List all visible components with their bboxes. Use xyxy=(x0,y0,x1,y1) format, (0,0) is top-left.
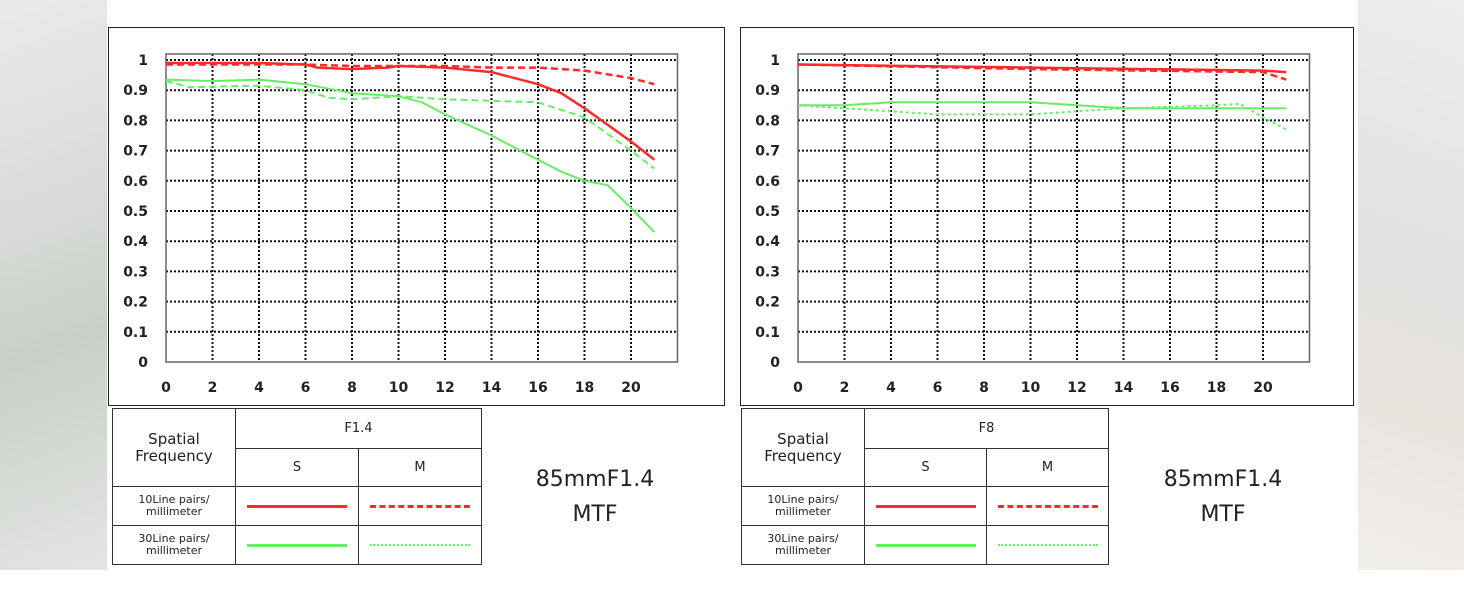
y-tick-label: 0.4 xyxy=(123,234,148,250)
x-tick-label: 12 xyxy=(1067,380,1086,396)
y-tick-label: 1 xyxy=(138,53,148,69)
x-tick-label: 0 xyxy=(793,380,803,396)
legend-swatch-30-s xyxy=(247,543,347,547)
y-tick-label: 0 xyxy=(138,355,148,371)
y-tick-label: 0.9 xyxy=(755,83,780,99)
plot-area-border xyxy=(165,53,679,363)
y-tick-label: 0.3 xyxy=(755,264,780,280)
x-tick-label: 12 xyxy=(435,380,454,396)
x-tick-label: 14 xyxy=(1114,380,1134,396)
y-tick-label: 0.5 xyxy=(755,204,780,220)
background-photo-right xyxy=(1358,0,1464,570)
legend-swatch-10-m xyxy=(370,504,470,508)
mtf-plot-f8: 0 2 4 6 8 10 12 14 16 18 20 0 0.1 0.2 0.3 0.4 0.5 0.6 0.7 0… xyxy=(755,53,1311,396)
x-tick-label: 6 xyxy=(933,380,943,396)
y-tick-label: 0.3 xyxy=(123,264,148,280)
y-tick-label: 0.9 xyxy=(123,83,148,99)
series-line-10lp-m xyxy=(166,63,655,86)
x-tick-label: 8 xyxy=(347,380,357,396)
meridional-header: M xyxy=(986,448,1109,487)
lp30-label: 30Line pairs/ millimeter xyxy=(112,525,236,565)
legend-table-f14: Spatial Frequency F1.4 S M 10Line pairs/… xyxy=(112,408,482,565)
x-tick-label: 2 xyxy=(208,380,218,396)
y-tick-label: 0.1 xyxy=(755,325,780,341)
legend-swatch-10-s xyxy=(247,504,347,508)
x-tick-label: 10 xyxy=(389,380,409,396)
y-tick-label: 1 xyxy=(770,53,780,69)
x-tick-label: 0 xyxy=(161,380,171,396)
spatial-frequency-header: Spatial Frequency xyxy=(741,408,865,487)
y-tick-label: 0.4 xyxy=(755,234,780,250)
series-line-10lp-s xyxy=(166,61,656,161)
x-tick-label: 4 xyxy=(254,380,264,396)
x-tick-label: 4 xyxy=(886,380,896,396)
x-tick-label: 10 xyxy=(1021,380,1041,396)
x-tick-label: 2 xyxy=(840,380,850,396)
x-tick-label: 6 xyxy=(301,380,311,396)
series-line-30lp-s xyxy=(798,101,1287,110)
y-tick-label: 0.2 xyxy=(123,295,148,311)
y-tick-label: 0.6 xyxy=(123,174,148,190)
mtf-chart-f14: 0 2 4 6 8 10 12 14 16 18 20 0 0.1 0.2 0.3 0.4 0.5 0.6 0.7 0… xyxy=(108,27,725,406)
y-tick-label: 0.7 xyxy=(755,144,780,160)
y-tick-label: 0.8 xyxy=(755,113,780,129)
legend-swatch-30-m xyxy=(997,544,1098,546)
x-tick-label: 20 xyxy=(621,380,641,396)
legend-swatch-10-m xyxy=(997,504,1098,508)
y-tick-label: 0.7 xyxy=(123,144,148,160)
background-photo-left xyxy=(0,0,107,570)
x-tick-label: 16 xyxy=(1160,380,1179,396)
sagittal-header: S xyxy=(864,448,987,487)
legend-table-f8: Spatial Frequency F8 S M 10Line pairs/ m… xyxy=(741,408,1109,565)
x-tick-label: 16 xyxy=(528,380,547,396)
y-tick-label: 0.5 xyxy=(123,204,148,220)
aperture-header: F1.4 xyxy=(235,408,482,449)
sagittal-header: S xyxy=(235,448,359,487)
x-tick-label: 8 xyxy=(979,380,989,396)
lp10-label: 10Line pairs/ millimeter xyxy=(741,486,865,526)
plot-area-border xyxy=(797,53,1311,363)
spatial-frequency-header: Spatial Frequency xyxy=(112,408,236,487)
lp30-label: 30Line pairs/ millimeter xyxy=(741,525,865,565)
mtf-chart-f8: 0 2 4 6 8 10 12 14 16 18 20 0 0.1 0.2 0.3 0.4 0.5 0.6 0.7 0… xyxy=(740,27,1354,406)
legend-swatch-30-s xyxy=(875,543,976,547)
legend-swatch-10-s xyxy=(875,504,976,508)
meridional-header: M xyxy=(358,448,482,487)
chart-title-f14: 85mmF1.4 MTF xyxy=(535,467,655,527)
series-line-30lp-m xyxy=(797,102,1287,131)
series-line-30lp-s xyxy=(165,78,656,233)
x-tick-label: 18 xyxy=(1207,380,1226,396)
series-line-10lp-m xyxy=(797,63,1287,81)
x-tick-label: 18 xyxy=(575,380,594,396)
y-tick-label: 0.2 xyxy=(755,295,780,311)
x-tick-label: 14 xyxy=(482,380,502,396)
legend-swatch-30-m xyxy=(370,544,470,546)
x-tick-label: 20 xyxy=(1253,380,1273,396)
lp10-label: 10Line pairs/ millimeter xyxy=(112,486,236,526)
mtf-plot-f14: 0 2 4 6 8 10 12 14 16 18 20 0 0.1 0.2 0.3 0.4 0.5 0.6 0.7 0… xyxy=(123,53,679,396)
aperture-header: F8 xyxy=(864,408,1109,449)
y-tick-label: 0.1 xyxy=(123,325,148,341)
y-tick-label: 0.6 xyxy=(755,174,780,190)
series-line-30lp-m xyxy=(165,80,655,170)
y-tick-label: 0.8 xyxy=(123,113,148,129)
y-tick-label: 0 xyxy=(770,355,780,371)
chart-title-f8: 85mmF1.4 MTF xyxy=(1163,467,1283,527)
